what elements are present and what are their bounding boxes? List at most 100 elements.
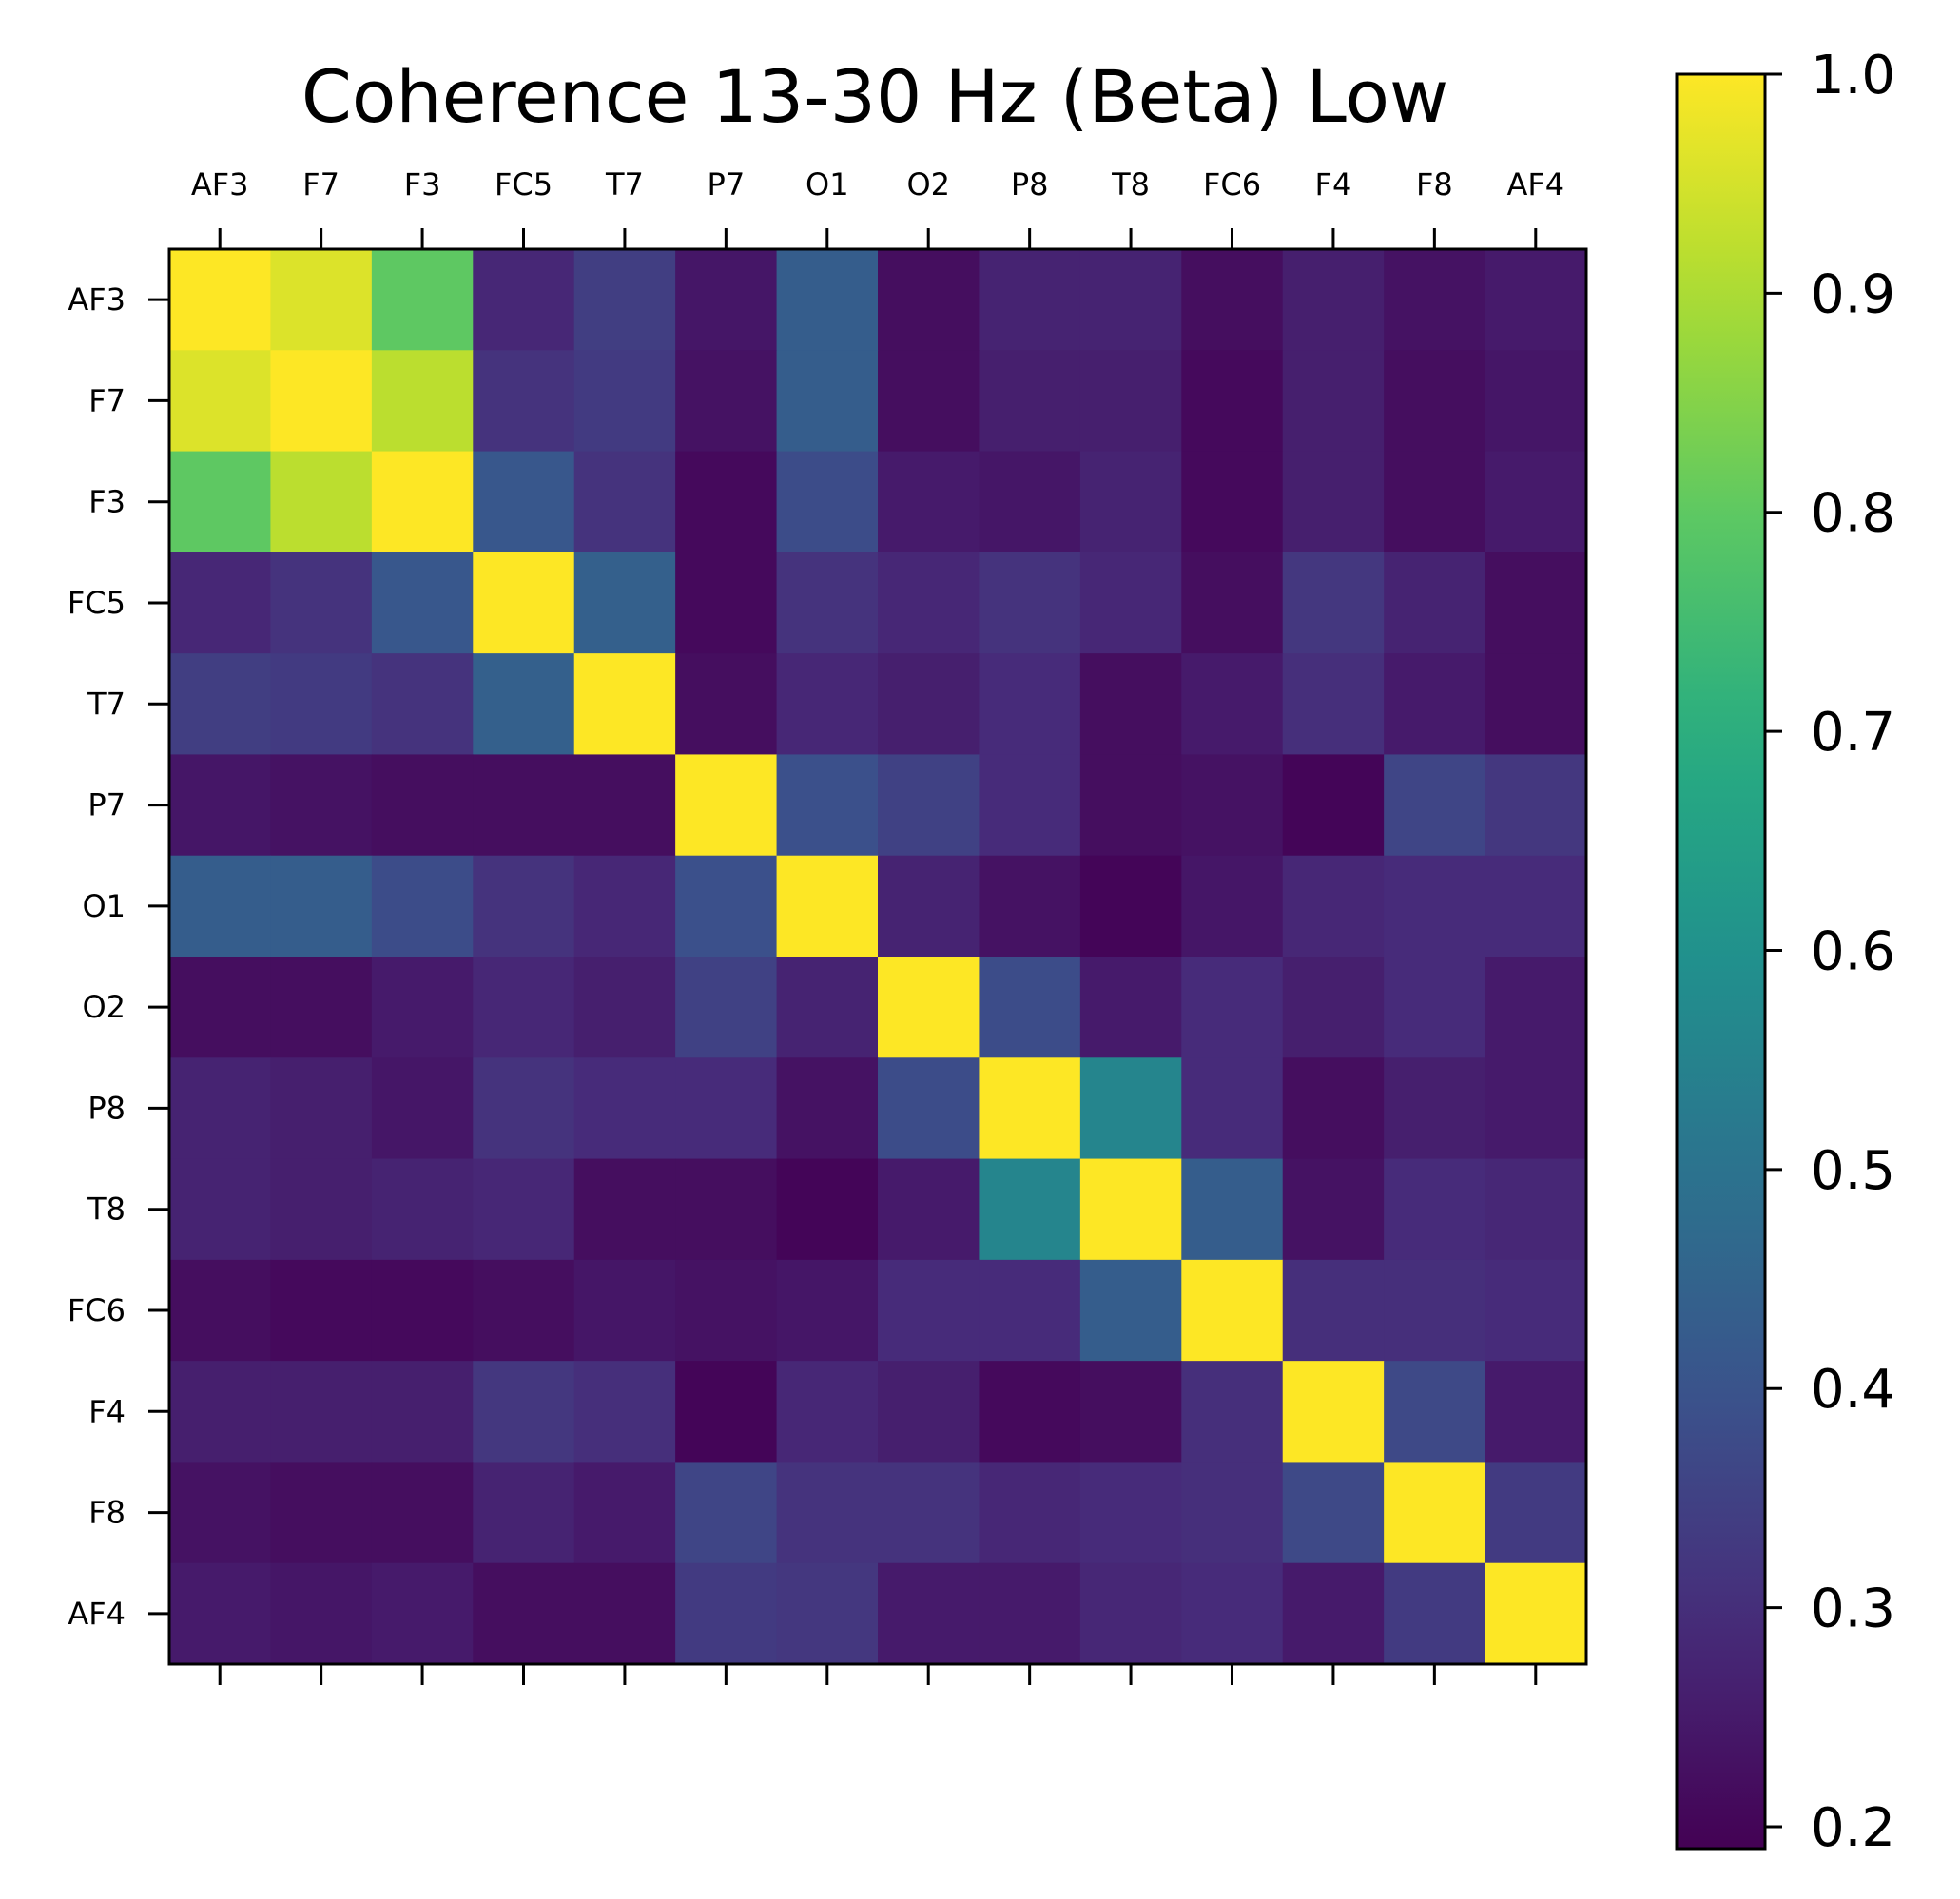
heatmap-cell — [169, 754, 272, 857]
heatmap-cell — [1181, 1361, 1284, 1463]
heatmap-cell — [1282, 1158, 1385, 1261]
heatmap-cell — [675, 552, 778, 654]
heatmap-cell — [1282, 957, 1385, 1058]
heatmap-cell — [573, 1158, 676, 1261]
heatmap-cell — [1079, 249, 1182, 351]
heatmap-cell — [979, 1259, 1081, 1362]
colorbar-tick-group: 0.2 0.3 0.4 0.5 0.6 0.7 0.8 0.9 1.0 — [1765, 45, 1895, 1859]
heatmap-cell — [675, 1361, 778, 1463]
heatmap-cell — [1181, 350, 1284, 453]
plot-frame — [167, 247, 1588, 1666]
heatmap-cell — [573, 552, 676, 654]
heatmap-cell — [675, 957, 778, 1058]
heatmap-cell — [573, 1361, 676, 1463]
heatmap-cell — [270, 249, 373, 351]
heatmap-cell — [1181, 1057, 1284, 1160]
heatmap-cell — [1079, 855, 1182, 958]
x-tick-label: T7 — [605, 166, 644, 203]
heatmap-cell — [473, 1259, 575, 1362]
heatmap-cell — [573, 754, 676, 857]
heatmap-cell — [878, 1361, 980, 1463]
heatmap-cell — [270, 350, 373, 453]
heatmap-cell — [1282, 1562, 1385, 1665]
heatmap-cell — [1079, 1462, 1182, 1564]
heatmap-cell — [1181, 451, 1284, 553]
heatmap-cells — [169, 249, 1587, 1665]
heatmap-cell — [1181, 957, 1284, 1058]
heatmap-cell — [675, 1562, 778, 1665]
heatmap-cell — [573, 350, 676, 453]
heatmap-cell — [573, 1462, 676, 1564]
x-tick-group-bottom — [218, 1664, 1538, 1685]
heatmap-cell — [270, 855, 373, 958]
heatmap-cell — [1282, 1361, 1385, 1463]
heatmap-cell — [1282, 552, 1385, 654]
heatmap-cell — [473, 957, 575, 1058]
heatmap-cell — [1384, 754, 1486, 857]
heatmap-cell — [371, 957, 474, 1058]
heatmap-cell — [270, 1462, 373, 1564]
heatmap-cell — [371, 1462, 474, 1564]
heatmap-cell — [371, 249, 474, 351]
heatmap-cell — [1384, 552, 1486, 654]
heatmap-cell — [169, 653, 272, 756]
heatmap-cell — [878, 451, 980, 553]
heatmap-cell — [473, 1562, 575, 1665]
heatmap-cell — [1079, 653, 1182, 756]
heatmap-cell — [169, 1259, 272, 1362]
heatmap-cell — [979, 1158, 1081, 1261]
heatmap-cell — [776, 552, 879, 654]
y-tick-label: P7 — [87, 787, 126, 824]
heatmap-cell — [1384, 1462, 1486, 1564]
heatmap-cell — [371, 1562, 474, 1665]
heatmap-cell — [573, 855, 676, 958]
heatmap-cell — [878, 754, 980, 857]
heatmap-cell — [1282, 754, 1385, 857]
colorbar — [1675, 72, 1767, 1851]
x-tick-label: F7 — [302, 166, 340, 203]
x-tick-label: O1 — [805, 166, 849, 203]
heatmap-cell — [1181, 1158, 1284, 1261]
colorbar-tick-label: 0.5 — [1811, 1140, 1895, 1202]
heatmap-cell — [573, 1057, 676, 1160]
y-tick-label: AF4 — [68, 1596, 126, 1632]
y-tick-label: FC5 — [68, 585, 126, 621]
y-tick-label: AF3 — [68, 281, 126, 318]
heatmap-cell — [473, 855, 575, 958]
heatmap-cell — [979, 552, 1081, 654]
heatmap-cell — [169, 1057, 272, 1160]
heatmap-cell — [473, 451, 575, 553]
heatmap-cell — [270, 957, 373, 1058]
heatmap-cell — [878, 350, 980, 453]
heatmap-cell — [1485, 1057, 1587, 1160]
heatmap-cell — [1485, 451, 1587, 553]
heatmap-cell — [270, 1057, 373, 1160]
heatmap-cell — [371, 552, 474, 654]
heatmap-cell — [371, 653, 474, 756]
heatmap-cell — [270, 552, 373, 654]
heatmap-cell — [371, 451, 474, 553]
heatmap-cell — [371, 350, 474, 453]
heatmap-cell — [1282, 1259, 1385, 1362]
heatmap-cell — [1384, 1158, 1486, 1261]
heatmap-cell — [1282, 1057, 1385, 1160]
x-tick-label: FC5 — [495, 166, 553, 203]
heatmap-cell — [371, 855, 474, 958]
x-tick-label: P7 — [708, 166, 746, 203]
x-tick-label: FC6 — [1203, 166, 1261, 203]
heatmap-cell — [1384, 957, 1486, 1058]
heatmap-cell — [1282, 451, 1385, 553]
heatmap-cell — [675, 350, 778, 453]
heatmap-cell — [371, 1057, 474, 1160]
heatmap-cell — [979, 957, 1081, 1058]
y-tick-label: T7 — [87, 686, 126, 722]
heatmap-cell — [270, 653, 373, 756]
heatmap-cell — [979, 1057, 1081, 1160]
heatmap-cell — [675, 855, 778, 958]
heatmap-cell — [776, 249, 879, 351]
y-tick-label: F3 — [88, 484, 126, 520]
heatmap-cell — [878, 1259, 980, 1362]
colorbar-tick-label: 0.9 — [1811, 263, 1895, 325]
heatmap-cell — [776, 350, 879, 453]
x-tick-label: F3 — [404, 166, 441, 203]
